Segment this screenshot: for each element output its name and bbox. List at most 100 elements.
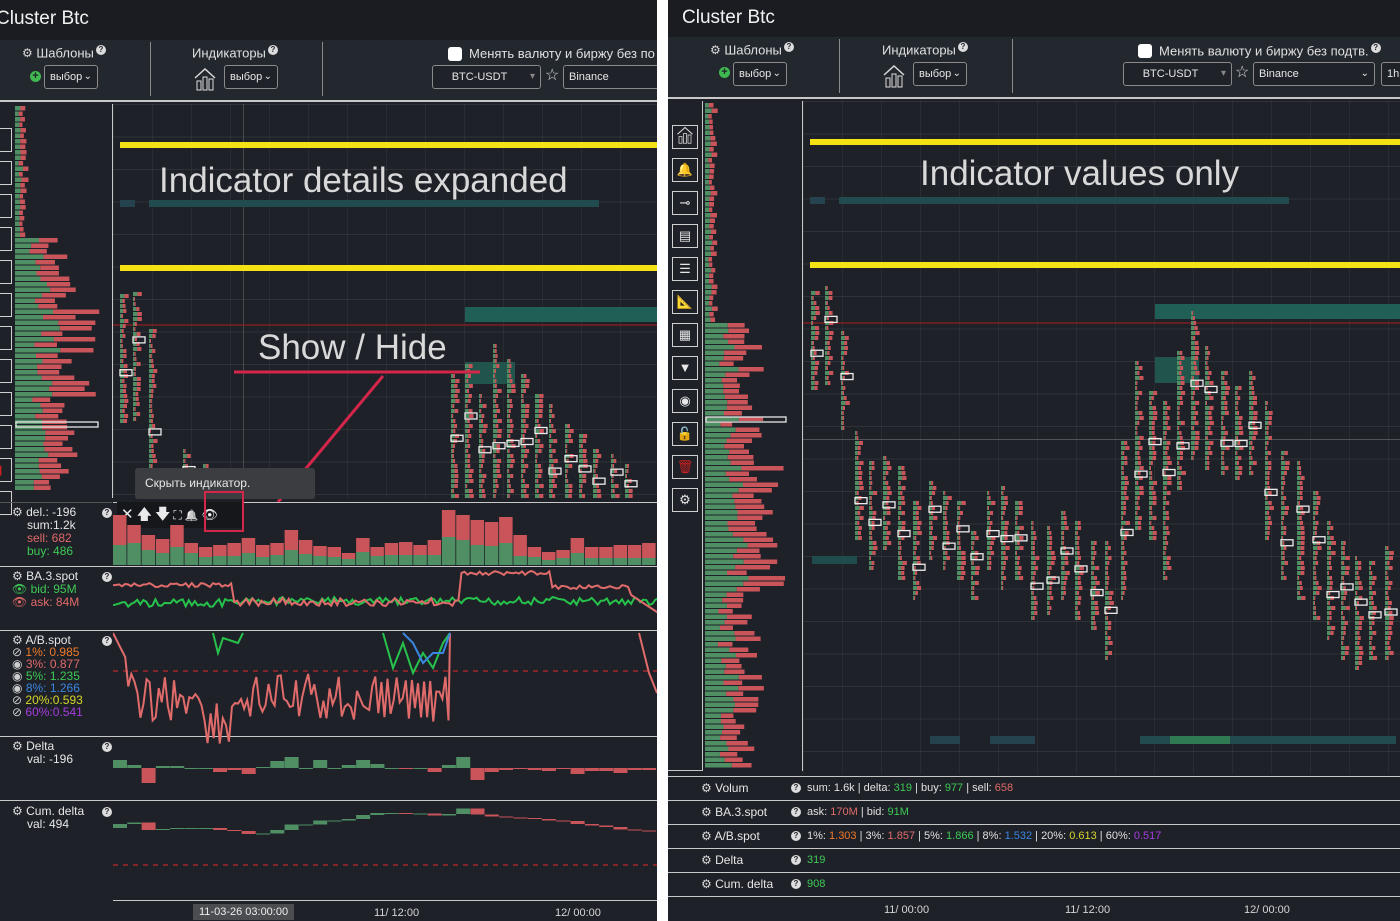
annotation-showhide: Show / Hide xyxy=(258,328,447,367)
eye-off-icon[interactable]: ⊘ xyxy=(12,645,23,659)
filter-tool-icon[interactable]: ▼ xyxy=(672,356,698,380)
main-cluster-chart[interactable]: Indicator details expanded Show / Hide С… xyxy=(113,104,657,503)
templates-select[interactable]: выбор ⌄ xyxy=(733,62,787,86)
change-currency-checkbox[interactable] xyxy=(448,47,462,61)
templates-label: ⚙ Шаблоны? xyxy=(710,42,794,57)
help-icon[interactable]: ? xyxy=(791,855,801,865)
eye-off-icon[interactable]: ⊘ xyxy=(12,693,23,707)
eye-icon[interactable]: ◉ xyxy=(12,657,23,671)
eye-off-icon[interactable]: ⊘ xyxy=(12,705,23,719)
bell-tool-icon[interactable] xyxy=(0,161,12,185)
change-currency-checkbox[interactable] xyxy=(1138,44,1152,58)
eye-icon[interactable]: ◉ xyxy=(12,669,23,683)
divider xyxy=(113,502,657,503)
gear-icon: ⚙ xyxy=(710,43,721,58)
eye-icon[interactable]: 👁 xyxy=(12,595,28,609)
ruler-tool-icon[interactable]: 📐 xyxy=(672,290,698,314)
divider xyxy=(0,502,112,503)
gear-icon: ⚙ xyxy=(22,46,33,61)
symbol-select[interactable]: BTC-USDT ▾ xyxy=(432,65,541,89)
gear-tool-icon[interactable]: ⚙ xyxy=(672,488,698,512)
chevron-down-icon: ⌄ xyxy=(952,68,961,79)
indicator-charts xyxy=(113,510,657,866)
filter-tool-icon[interactable] xyxy=(0,359,12,383)
help-icon[interactable]: ? xyxy=(267,45,278,55)
crosshair-vertical xyxy=(243,104,244,498)
indicators-section: Индикаторы? выбор ⌄ xyxy=(151,40,322,98)
gear-icon[interactable]: ⚙ xyxy=(12,739,23,753)
help-icon[interactable]: ? xyxy=(1370,43,1381,53)
help-icon[interactable]: ? xyxy=(791,783,801,793)
arrow-down-icon[interactable]: 🡇 xyxy=(155,506,171,523)
indicators-icon[interactable] xyxy=(883,64,905,88)
add-template-icon[interactable]: + xyxy=(719,67,730,78)
gear-tool-icon[interactable] xyxy=(0,491,12,515)
templates-select[interactable]: выбор ⌄ xyxy=(44,65,98,89)
help-icon[interactable]: ? xyxy=(102,636,112,646)
unlock-tool-icon[interactable] xyxy=(0,425,12,449)
gear-icon[interactable]: ⚙ xyxy=(12,569,23,583)
density-zone xyxy=(1155,304,1400,319)
time-label: 12/ 00:00 xyxy=(555,907,601,919)
eye-icon[interactable]: ◉ xyxy=(12,681,23,695)
help-icon[interactable]: ? xyxy=(102,807,112,817)
ruler-tool-icon[interactable] xyxy=(0,293,12,317)
exchange-select[interactable]: Binance xyxy=(563,65,657,89)
eye-tool-icon[interactable] xyxy=(0,392,12,416)
gear-icon[interactable]: ⚙ xyxy=(12,505,23,519)
gear-icon[interactable]: ⚙ xyxy=(12,633,23,647)
divider xyxy=(0,566,657,567)
expand-icon[interactable]: ⛶ xyxy=(173,508,182,522)
symbol-select[interactable]: BTC-USDT ▾ xyxy=(1123,62,1232,86)
help-icon[interactable]: ? xyxy=(95,45,106,55)
bell-icon[interactable]: 🔔 xyxy=(184,510,199,522)
star-icon[interactable]: ☆ xyxy=(545,67,560,84)
gear-icon[interactable]: ⚙ xyxy=(701,853,712,867)
bell-tool-icon[interactable]: 🔔 xyxy=(672,158,698,182)
calendar-tool-icon[interactable]: ▦ xyxy=(672,323,698,347)
density-zone xyxy=(990,736,1035,744)
gear-icon[interactable]: ⚙ xyxy=(701,877,712,891)
slider-tool-icon[interactable]: ⊸ xyxy=(672,191,698,215)
title-bar: Cluster Btc xyxy=(0,0,657,40)
indicators-section: Индикаторы? выбор ⌄ xyxy=(840,37,1012,95)
help-icon[interactable]: ? xyxy=(102,572,112,582)
indicators-tool-icon[interactable] xyxy=(0,128,12,152)
profile-tool-icon[interactable] xyxy=(0,227,12,251)
trash-tool-icon[interactable]: ▮ xyxy=(0,458,12,482)
indicator-values: 319 xyxy=(807,854,826,866)
exchange-select[interactable]: Binance ⌄ xyxy=(1253,62,1375,86)
help-icon[interactable]: ? xyxy=(791,807,801,817)
main-cluster-chart[interactable]: Indicator values only xyxy=(803,101,1400,774)
gear-icon[interactable]: ⚙ xyxy=(701,781,712,795)
indicators-select[interactable]: выбор ⌄ xyxy=(224,65,278,89)
slider-tool-icon[interactable] xyxy=(0,194,12,218)
chevron-down-icon: ⌄ xyxy=(263,71,272,82)
lines-tool-icon[interactable] xyxy=(0,260,12,284)
eye-icon[interactable]: 👁 xyxy=(12,582,28,596)
help-icon[interactable]: ? xyxy=(791,879,801,889)
help-icon[interactable]: ? xyxy=(102,508,112,518)
indicators-select[interactable]: выбор ⌄ xyxy=(913,62,967,86)
help-icon[interactable]: ? xyxy=(102,742,112,752)
templates-section: ⚙ Шаблоны? + выбор ⌄ xyxy=(668,37,839,95)
help-icon[interactable]: ? xyxy=(783,42,794,52)
indicators-icon[interactable] xyxy=(194,67,216,91)
help-icon[interactable]: ? xyxy=(957,42,968,52)
help-icon[interactable]: ? xyxy=(791,831,801,841)
profile-tool-icon[interactable]: ▤ xyxy=(672,224,698,248)
unlock-tool-icon[interactable]: 🔓 xyxy=(672,422,698,446)
gear-icon[interactable]: ⚙ xyxy=(701,805,712,819)
annotation-title: Indicator details expanded xyxy=(159,161,568,200)
lines-tool-icon[interactable]: ☰ xyxy=(672,257,698,281)
gear-icon[interactable]: ⚙ xyxy=(701,829,712,843)
trash-tool-icon[interactable]: 🗑 xyxy=(672,455,698,479)
gear-icon[interactable]: ⚙ xyxy=(12,804,23,818)
add-template-icon[interactable]: + xyxy=(30,71,41,82)
timeframe-select[interactable]: 1h xyxy=(1381,62,1400,86)
calendar-tool-icon[interactable] xyxy=(0,326,12,350)
eye-tool-icon[interactable]: ◉ xyxy=(672,389,698,413)
star-icon[interactable]: ☆ xyxy=(1235,64,1250,81)
indicators-tool-icon[interactable] xyxy=(672,125,698,149)
arrow-up-icon[interactable]: 🡅 xyxy=(136,506,152,523)
